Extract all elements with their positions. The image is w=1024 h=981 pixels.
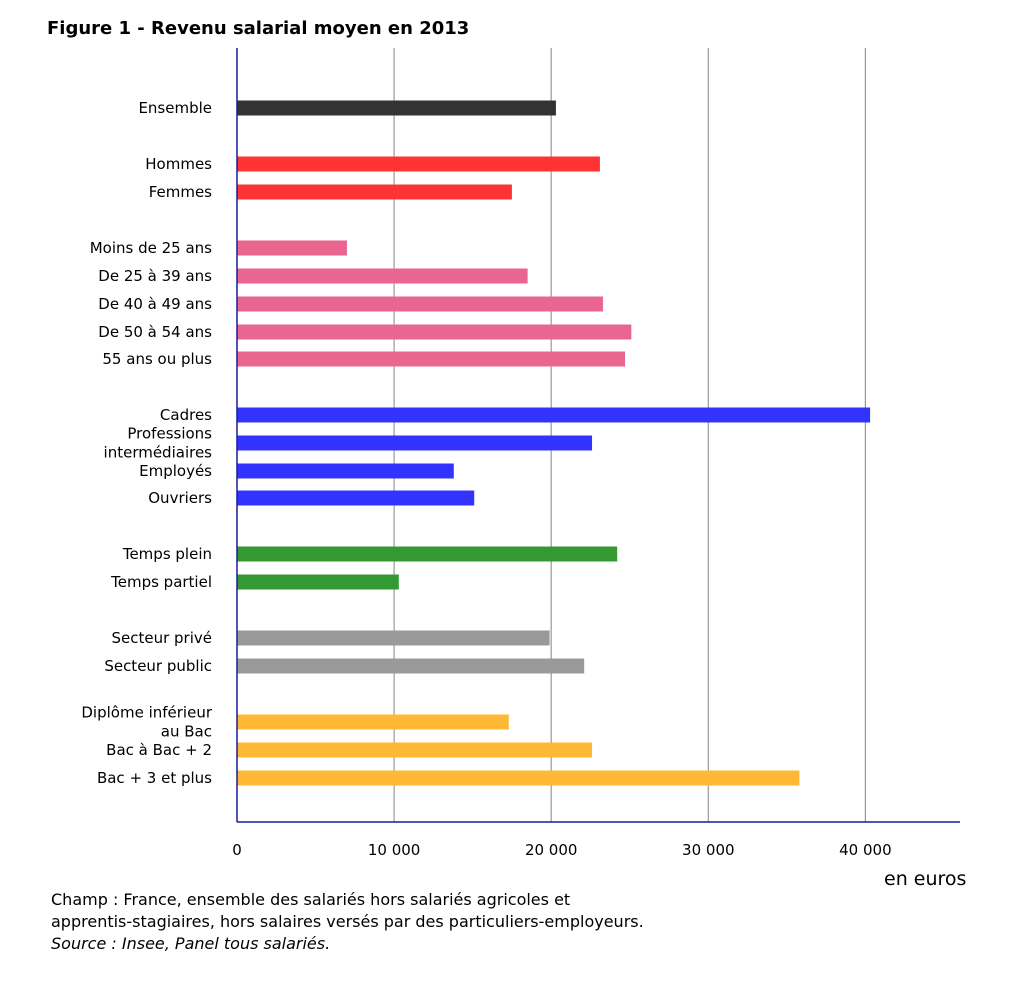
category-label: De 40 à 49 ans [98,295,212,313]
bar [237,184,512,200]
bar [237,658,585,674]
chart-notes: Champ : France, ensemble des salariés ho… [51,889,644,955]
bar [237,435,593,451]
champ-note-line-2: apprentis-stagiaires, hors salaires vers… [51,912,644,931]
category-label: 55 ans ou plus [102,350,212,368]
category-label: Secteur privé [111,629,212,647]
category-label: Temps partiel [110,573,212,591]
bars [237,100,871,786]
category-label: Diplôme inférieur au Bac [81,704,212,741]
bar [237,463,454,479]
bar [237,490,475,506]
bar [237,574,399,590]
x-tick-label: 0 [232,841,242,859]
category-labels: Ensemble Hommes Femmes Moins de 25 ans De 25… [81,99,212,787]
x-tick-label: 30 000 [682,841,735,859]
gridlines [393,48,867,822]
champ-note-line-1: Champ : France, ensemble des salariés ho… [51,890,571,909]
bar [237,630,550,646]
bar [237,742,593,758]
chart-title: Figure 1 - Revenu salarial moyen en 2013 [47,18,470,39]
category-label: Hommes [145,155,212,173]
bar [237,324,632,340]
category-label: Secteur public [104,657,212,675]
category-label: Employés [139,462,212,480]
category-label: Cadres [160,406,212,424]
bar [237,770,800,786]
category-label: Ouvriers [148,489,212,507]
category-label: Bac + 3 et plus [97,769,212,787]
axes: 0 10 000 20 000 30 000 40 000 [232,48,960,859]
bar [237,100,556,116]
x-tick-label: 20 000 [525,841,578,859]
category-label: Moins de 25 ans [90,239,212,257]
category-label: De 25 à 39 ans [98,267,212,285]
bar [237,296,604,312]
bar [237,714,509,730]
bar [237,240,347,256]
category-label: Temps plein [122,545,212,563]
bar [237,351,626,367]
x-tick-label: 10 000 [368,841,421,859]
x-tick-label: 40 000 [839,841,892,859]
bar [237,156,600,172]
category-label: Bac à Bac + 2 [106,741,212,759]
bar [237,546,618,562]
x-axis-unit-label: en euros [884,868,967,890]
category-label: De 50 à 54 ans [98,323,212,341]
bar [237,268,528,284]
source-note: Source : Insee, Panel tous salariés. [51,934,331,953]
category-label: Femmes [149,183,212,201]
bar [237,407,871,423]
category-label: Professions intermédiaires [104,425,213,462]
category-label: Ensemble [138,99,212,117]
